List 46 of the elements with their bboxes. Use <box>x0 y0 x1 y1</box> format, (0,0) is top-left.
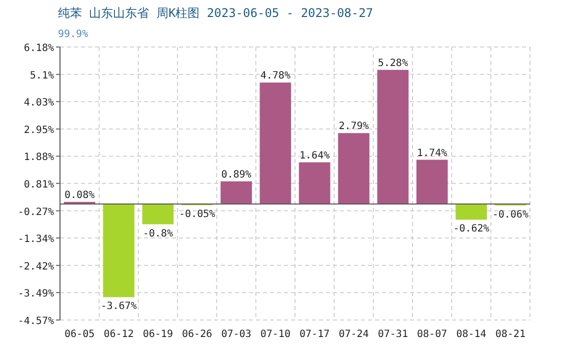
data-label: 4.78% <box>260 70 290 82</box>
bar <box>103 204 134 298</box>
bar <box>416 160 448 204</box>
chart-title: 纯苯 山东山东省 周K柱图 2023-06-05 - 2023-08-27 <box>58 6 374 20</box>
y-tick-label: -2.42% <box>18 261 54 272</box>
bar <box>220 181 252 204</box>
y-tick-label: -0.27% <box>18 206 54 218</box>
chart-subtitle: 99.9% <box>58 29 88 40</box>
bar <box>338 133 370 204</box>
bar <box>456 204 487 220</box>
data-label: -0.8% <box>142 228 173 240</box>
y-tick-label: 0.81% <box>24 179 54 190</box>
y-tick-label: 2.95% <box>24 125 54 136</box>
x-tick-label: 06-26 <box>182 329 212 340</box>
data-label: -0.05% <box>179 209 216 220</box>
y-tick-label: 5.1% <box>30 70 54 82</box>
x-tick-label: 07-17 <box>300 329 330 340</box>
bar <box>260 82 292 204</box>
bar <box>377 70 409 204</box>
x-tick-label: 07-24 <box>338 329 369 340</box>
data-label: 2.79% <box>338 121 369 132</box>
data-label: -3.67% <box>100 301 137 312</box>
data-label: 1.74% <box>417 148 448 159</box>
x-tick-label: 07-31 <box>378 329 408 340</box>
data-label: 5.28% <box>378 58 408 69</box>
x-tick-label: 06-19 <box>142 329 173 340</box>
x-tick-label: 08-14 <box>456 329 486 340</box>
y-tick-label: -4.57% <box>18 316 54 327</box>
x-tick-label: 08-07 <box>417 329 448 340</box>
data-label: 0.89% <box>221 169 252 180</box>
data-label: -0.62% <box>453 224 490 235</box>
data-label: 0.08% <box>64 190 95 201</box>
y-tick-label: 4.03% <box>24 98 54 109</box>
x-tick-label: 06-05 <box>64 329 95 340</box>
data-label: -0.06% <box>492 209 528 220</box>
bar <box>298 162 330 204</box>
x-tick-label: 08-21 <box>495 329 526 340</box>
x-tick-label: 06-12 <box>104 329 134 340</box>
y-tick-label: 1.88% <box>24 152 54 164</box>
y-tick-label: 6.18% <box>24 43 54 54</box>
data-label: 1.64% <box>300 150 330 162</box>
x-tick-label: 07-03 <box>221 329 252 340</box>
x-tick-label: 07-10 <box>260 329 290 340</box>
bar <box>142 204 174 224</box>
y-tick-label: -1.34% <box>18 234 54 245</box>
y-tick-label: -3.49% <box>18 288 54 300</box>
